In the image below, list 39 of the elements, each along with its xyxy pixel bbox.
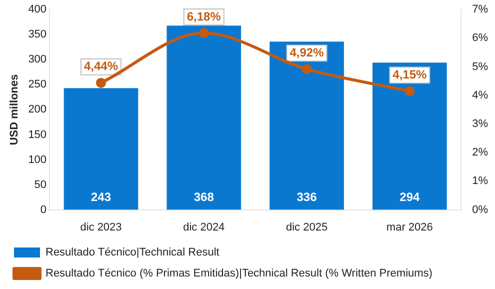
y-tick-label: 300 bbox=[28, 54, 47, 66]
data-label: 4,15% bbox=[392, 67, 427, 82]
data-label: 4,44% bbox=[84, 59, 118, 74]
x-tick-label: mar 2026 bbox=[386, 221, 433, 234]
x-tick-label: dic 2023 bbox=[80, 221, 122, 234]
y2-tick-label: 3% bbox=[472, 118, 488, 130]
point bbox=[198, 28, 209, 38]
bar bbox=[270, 42, 344, 210]
data-label: 6,18% bbox=[186, 9, 222, 24]
y2-tick-label: 1% bbox=[472, 175, 488, 188]
y-tick-label: 350 bbox=[28, 28, 47, 41]
bar bbox=[372, 62, 447, 210]
y2-tick-label: 2% bbox=[472, 146, 488, 159]
y-tick-label: 100 bbox=[28, 154, 47, 166]
y-tick-label: 150 bbox=[28, 128, 47, 141]
bar bbox=[64, 88, 138, 210]
legend-label: Resultado Técnico|Technical Result bbox=[46, 246, 220, 259]
y-tick-label: 400 bbox=[28, 4, 47, 16]
y2-tick-label: 4% bbox=[472, 89, 488, 102]
x-tick-label: dic 2025 bbox=[286, 221, 328, 234]
y-tick-label: 250 bbox=[28, 78, 47, 91]
point bbox=[302, 64, 312, 74]
y2-tick-label: 7% bbox=[472, 4, 488, 16]
y-tick-label: 50 bbox=[34, 178, 47, 191]
y2-tick-label: 6% bbox=[472, 32, 488, 44]
data-label: 4,92% bbox=[290, 45, 324, 60]
y-tick-label: 200 bbox=[28, 104, 47, 116]
y2-tick-label: 0% bbox=[472, 204, 488, 216]
data-label: 336 bbox=[296, 190, 318, 204]
point bbox=[96, 78, 106, 88]
data-label: 368 bbox=[194, 190, 214, 204]
y-tick-label: 0 bbox=[40, 204, 47, 216]
data-label: 294 bbox=[400, 190, 420, 204]
legend-label: Resultado Técnico (% Primas Emitidas)|Technical Result (% Written Premiums) bbox=[46, 268, 432, 280]
y-axis-title: USD millones bbox=[8, 74, 21, 146]
point bbox=[404, 86, 415, 96]
y2-tick-label: 5% bbox=[472, 60, 488, 73]
data-label: 243 bbox=[90, 190, 112, 204]
x-tick-label: dic 2024 bbox=[183, 221, 225, 234]
